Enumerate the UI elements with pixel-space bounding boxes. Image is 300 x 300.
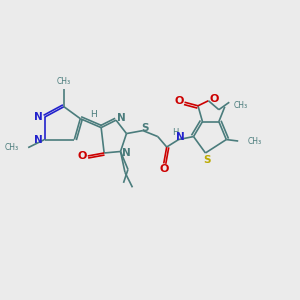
- Text: O: O: [78, 151, 87, 161]
- Text: N: N: [122, 148, 130, 158]
- Text: O: O: [175, 96, 184, 106]
- Text: O: O: [209, 94, 218, 104]
- Text: CH₃: CH₃: [233, 101, 247, 110]
- Text: H: H: [90, 110, 97, 119]
- Text: N: N: [34, 134, 42, 145]
- Text: S: S: [142, 123, 149, 133]
- Text: CH₃: CH₃: [57, 77, 71, 86]
- Text: CH₃: CH₃: [4, 143, 19, 152]
- Text: H: H: [172, 128, 179, 137]
- Text: CH₃: CH₃: [247, 136, 261, 146]
- Text: O: O: [159, 164, 168, 174]
- Text: N: N: [117, 113, 126, 123]
- Text: S: S: [203, 154, 211, 165]
- Text: N: N: [34, 112, 42, 122]
- Text: N: N: [176, 132, 184, 142]
